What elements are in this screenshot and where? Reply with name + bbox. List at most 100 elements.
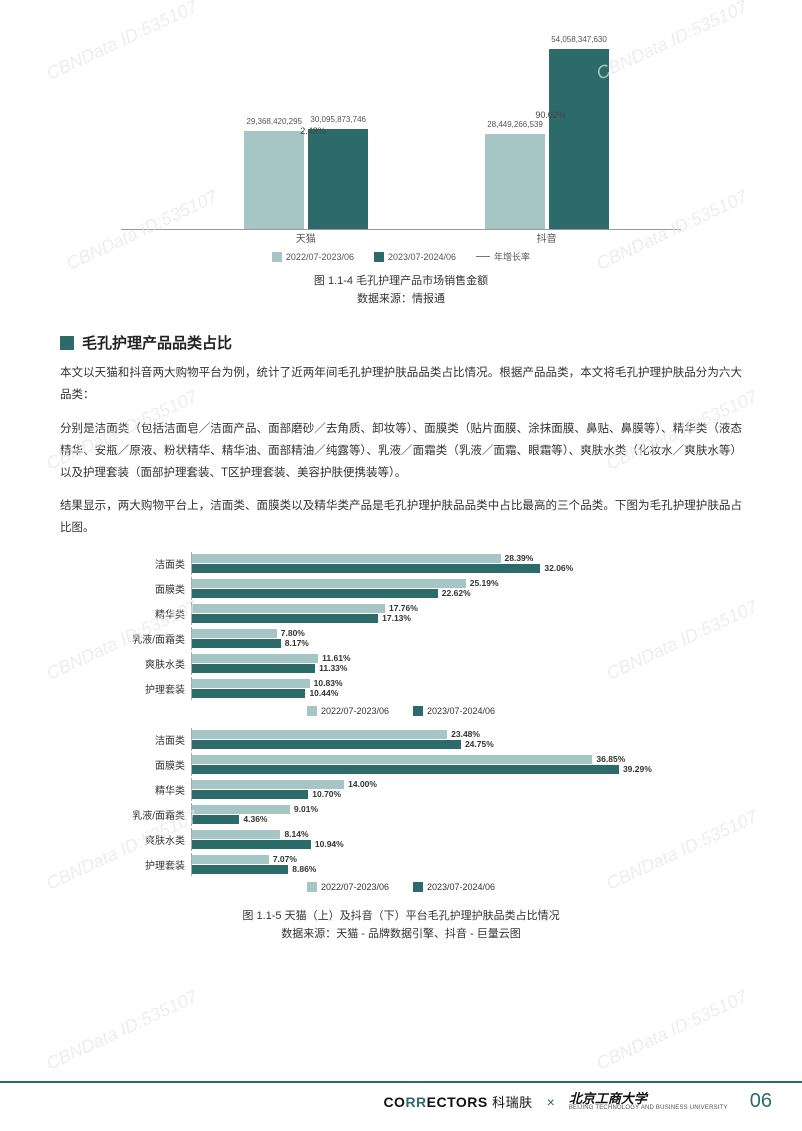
hchart-bar-value: 11.33% — [319, 663, 347, 673]
hchart-category-label: 乳液/面霜类 — [121, 631, 191, 646]
footer-brand-correctors: CORRECTORS 科瑞肤 — [383, 1092, 532, 1111]
chart1-caption: 图 1.1-4 毛孔护理产品市场销售金额 数据来源：情报通 — [60, 273, 742, 308]
chart1-legend: 2022/07-2023/062023/07-2024/06年增长率 — [121, 250, 681, 263]
hchart-row: 洁面类28.39%32.06% — [121, 552, 681, 575]
page-root: 29,368,420,29530,095,873,7462.48%天猫28,44… — [0, 0, 802, 943]
chart1-bar-value: 29,368,420,295 — [246, 117, 302, 126]
legend-label: 2023/07-2024/06 — [427, 882, 495, 892]
hchart-row: 爽肤水类11.61%11.33% — [121, 652, 681, 675]
hchart-category-label: 面膜类 — [121, 757, 191, 772]
legend-swatch-icon — [413, 882, 423, 892]
hchart-bars: 11.61%11.33% — [191, 652, 681, 675]
footer-brand-btbu: 北京工商大学 BEIJING TECHNOLOGY AND BUSINESS U… — [569, 1092, 728, 1111]
chart1-group: 29,368,420,29530,095,873,746 — [244, 129, 368, 229]
chart-sales-amount: 29,368,420,29530,095,873,7462.48%天猫28,44… — [121, 30, 681, 230]
hchart-category-label: 护理套装 — [121, 857, 191, 872]
brand1-part-c: ECTORS — [427, 1094, 488, 1110]
hchart-bar-value: 11.61% — [322, 653, 350, 663]
hchart-bar-value: 8.17% — [285, 638, 309, 648]
hchart-bar-value: 39.29% — [623, 764, 652, 774]
hchart-bar: 28.39% — [192, 554, 501, 563]
brand1-cn: 科瑞肤 — [492, 1095, 533, 1110]
hchart-row: 护理套装7.07%8.86% — [121, 853, 681, 876]
legend-label: 2022/07-2023/06 — [321, 882, 389, 892]
hchart-bar: 14.00% — [192, 780, 344, 789]
hchart-bar-value: 14.00% — [348, 779, 377, 789]
hchart-bar-value: 25.19% — [470, 578, 499, 588]
hchart-bar: 7.80% — [192, 629, 277, 638]
hchart-category-label: 精华类 — [121, 606, 191, 621]
legend-label: 年增长率 — [494, 250, 530, 263]
chart2-caption-title: 图 1.1-5 天猫（上）及抖音（下）平台毛孔护理护肤品类占比情况 — [60, 908, 742, 926]
hchart-bar-value: 10.83% — [314, 678, 343, 688]
hchart-bars: 9.01%4.36% — [191, 803, 681, 826]
paragraph-2: 分别是洁面类（包括洁面皂／洁面产品、面部磨砂／去角质、卸妆等）、面膜类（贴片面膜… — [60, 419, 742, 485]
hchart-row: 护理套装10.83%10.44% — [121, 677, 681, 700]
hchart-bar: 8.86% — [192, 865, 288, 874]
hchart-bars: 14.00%10.70% — [191, 778, 681, 801]
legend-swatch-icon — [272, 252, 282, 262]
section-marker-icon — [60, 336, 74, 350]
legend-label: 2022/07-2023/06 — [286, 252, 354, 262]
hchart-row: 精华类14.00%10.70% — [121, 778, 681, 801]
legend-item: 2023/07-2024/06 — [413, 882, 495, 892]
chart1-caption-title: 图 1.1-4 毛孔护理产品市场销售金额 — [60, 273, 742, 291]
hchart-bar-value: 17.13% — [382, 613, 411, 623]
hchart-bar: 10.83% — [192, 679, 310, 688]
watermark: CBNData ID:535107 — [593, 986, 751, 1074]
chart1-bar: 29,368,420,295 — [244, 131, 304, 229]
hchart-bar: 4.36% — [192, 815, 239, 824]
chart1-growth-label: 90.02% — [535, 110, 566, 120]
hchart-bars: 36.85%39.29% — [191, 753, 681, 776]
hchart-bar: 8.14% — [192, 830, 280, 839]
hchart-bar: 10.94% — [192, 840, 311, 849]
hchart-row: 洁面类23.48%24.75% — [121, 728, 681, 751]
legend-item: 2023/07-2024/06 — [413, 706, 495, 716]
hchart-bar-value: 4.36% — [243, 814, 267, 824]
legend-swatch-icon — [374, 252, 384, 262]
hchart-bar: 17.13% — [192, 614, 378, 623]
hchart-category-label: 乳液/面霜类 — [121, 807, 191, 822]
hchart-category-label: 洁面类 — [121, 732, 191, 747]
chart1-x-label: 天猫 — [296, 230, 316, 245]
hchart-bars: 10.83%10.44% — [191, 677, 681, 700]
hchart-category-label: 爽肤水类 — [121, 656, 191, 671]
hchart-bar-value: 36.85% — [596, 754, 625, 764]
hchart-row: 精华类17.76%17.13% — [121, 602, 681, 625]
hchart-category-label: 面膜类 — [121, 581, 191, 596]
brand1-part-a: CO — [383, 1094, 405, 1110]
hchart-bars: 23.48%24.75% — [191, 728, 681, 751]
legend-item: 2022/07-2023/06 — [307, 706, 389, 716]
chart1-caption-source: 数据来源：情报通 — [60, 291, 742, 309]
hchart-bar-value: 7.80% — [281, 628, 305, 638]
chart1-bar: 30,095,873,746 — [308, 129, 368, 229]
hchart-row: 爽肤水类8.14%10.94% — [121, 828, 681, 851]
hchart-category-label: 精华类 — [121, 782, 191, 797]
hchart-bar-value: 8.86% — [292, 864, 316, 874]
hchart-bars: 7.07%8.86% — [191, 853, 681, 876]
paragraph-3: 结果显示，两大购物平台上，洁面类、面膜类以及精华类产品是毛孔护理护肤品品类中占比… — [60, 496, 742, 540]
legend-item: 2022/07-2023/06 — [272, 250, 354, 263]
legend-item: 2022/07-2023/06 — [307, 882, 389, 892]
chart1-bar: 28,449,266,539 — [485, 134, 545, 229]
chart-category-tmall-legend: 2022/07-2023/06 2023/07-2024/06 — [60, 706, 742, 716]
hchart-bar: 9.01% — [192, 805, 290, 814]
hchart-bar: 17.76% — [192, 604, 385, 613]
hchart-bar-value: 24.75% — [465, 739, 494, 749]
hchart-row: 面膜类25.19%22.62% — [121, 577, 681, 600]
footer-divider — [0, 1081, 802, 1083]
chart2-caption-source: 数据来源：天猫 - 品牌数据引擎、抖音 - 巨量云图 — [60, 926, 742, 944]
hchart-row: 乳液/面霜类9.01%4.36% — [121, 803, 681, 826]
legend-label: 2023/07-2024/06 — [427, 706, 495, 716]
hchart-bar: 24.75% — [192, 740, 461, 749]
section-title: 毛孔护理产品品类占比 — [82, 332, 232, 353]
legend-line-icon — [476, 256, 490, 257]
hchart-bar: 8.17% — [192, 639, 281, 648]
hchart-bar: 11.61% — [192, 654, 318, 663]
hchart-bar: 10.70% — [192, 790, 308, 799]
chart1-x-label: 抖音 — [537, 230, 557, 245]
footer-multiply-icon: × — [547, 1094, 555, 1110]
chart2-caption: 图 1.1-5 天猫（上）及抖音（下）平台毛孔护理护肤品类占比情况 数据来源：天… — [60, 908, 742, 943]
hchart-bars: 25.19%22.62% — [191, 577, 681, 600]
hchart-bar: 39.29% — [192, 765, 619, 774]
